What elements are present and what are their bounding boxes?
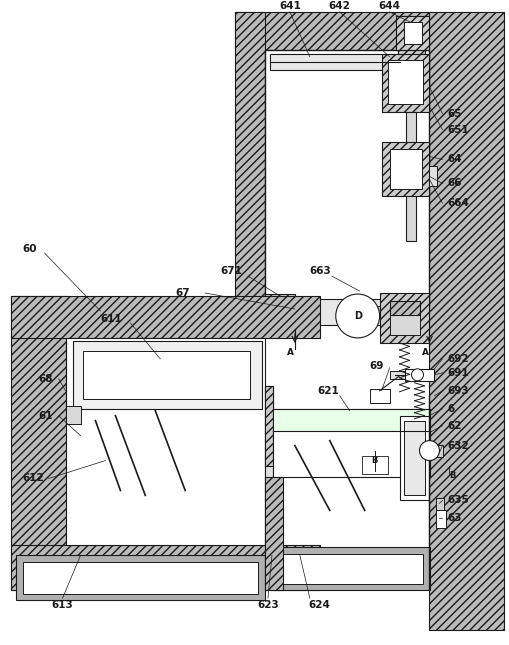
Text: 60: 60 [23, 244, 37, 254]
Bar [235, 12, 265, 306]
Text: B: B [372, 456, 378, 465]
Text: 664: 664 [447, 198, 469, 208]
Text: 612: 612 [23, 473, 44, 484]
Text: 671: 671 [220, 266, 242, 276]
Text: 651: 651 [447, 124, 469, 135]
Bar [265, 50, 430, 306]
Text: 6: 6 [447, 404, 455, 413]
Bar [406, 112, 415, 241]
Text: 64: 64 [447, 154, 462, 164]
Bar [73, 341, 262, 409]
Text: 613: 613 [52, 600, 73, 610]
Bar [436, 444, 443, 457]
Bar [436, 499, 444, 510]
Text: A: A [422, 348, 429, 357]
Text: 621: 621 [318, 386, 340, 396]
Text: 611: 611 [100, 314, 122, 324]
Bar [82, 351, 250, 399]
Text: 65: 65 [447, 108, 462, 119]
Text: 644: 644 [379, 1, 401, 11]
Text: 641: 641 [279, 1, 301, 11]
Bar [370, 389, 389, 402]
Bar [295, 299, 414, 325]
Bar [389, 301, 419, 335]
Bar [235, 12, 430, 50]
Bar [280, 554, 423, 584]
Bar [265, 386, 273, 585]
Bar [398, 50, 426, 66]
Bar [23, 562, 258, 594]
Bar [270, 54, 400, 70]
Text: A: A [288, 348, 294, 357]
Bar [382, 54, 430, 112]
Bar [265, 477, 283, 590]
Text: 623: 623 [257, 600, 279, 610]
Text: 66: 66 [447, 179, 462, 188]
Bar [405, 369, 435, 381]
Bar [398, 50, 426, 80]
Bar [66, 338, 265, 545]
Bar [268, 297, 294, 325]
Text: 693: 693 [447, 386, 469, 396]
Text: D: D [354, 311, 362, 321]
Bar [273, 548, 431, 590]
Bar [11, 545, 320, 590]
Bar [66, 406, 80, 424]
Text: 691: 691 [447, 368, 469, 378]
Text: 642: 642 [329, 1, 351, 11]
Bar [11, 296, 66, 590]
Bar [265, 294, 295, 329]
Bar [273, 409, 431, 477]
Text: 663: 663 [310, 266, 331, 276]
Bar [362, 455, 387, 473]
Bar [404, 421, 426, 495]
Bar [382, 141, 430, 196]
Text: 62: 62 [447, 421, 462, 431]
Text: 632: 632 [447, 441, 469, 451]
Circle shape [336, 294, 380, 338]
Bar [404, 22, 421, 44]
Bar [345, 306, 380, 316]
Bar [430, 12, 504, 630]
Bar [395, 16, 430, 50]
Bar [11, 296, 320, 338]
Text: 68: 68 [39, 374, 53, 384]
Text: 692: 692 [447, 354, 469, 364]
Bar [389, 150, 421, 190]
Circle shape [412, 369, 423, 381]
Bar [400, 415, 430, 501]
Bar [16, 555, 265, 600]
Bar [389, 301, 419, 315]
Text: 63: 63 [447, 513, 462, 523]
Circle shape [419, 441, 439, 461]
Text: 67: 67 [175, 288, 190, 298]
Bar [430, 166, 437, 186]
Bar [273, 409, 431, 431]
Bar [389, 371, 405, 379]
Text: 61: 61 [39, 411, 53, 421]
Text: 624: 624 [309, 600, 331, 610]
Bar [436, 510, 446, 528]
Bar [387, 60, 423, 104]
Bar [265, 386, 273, 466]
Text: B: B [449, 471, 456, 480]
Bar [380, 293, 430, 343]
Text: 635: 635 [447, 495, 469, 506]
Text: 69: 69 [370, 361, 384, 371]
